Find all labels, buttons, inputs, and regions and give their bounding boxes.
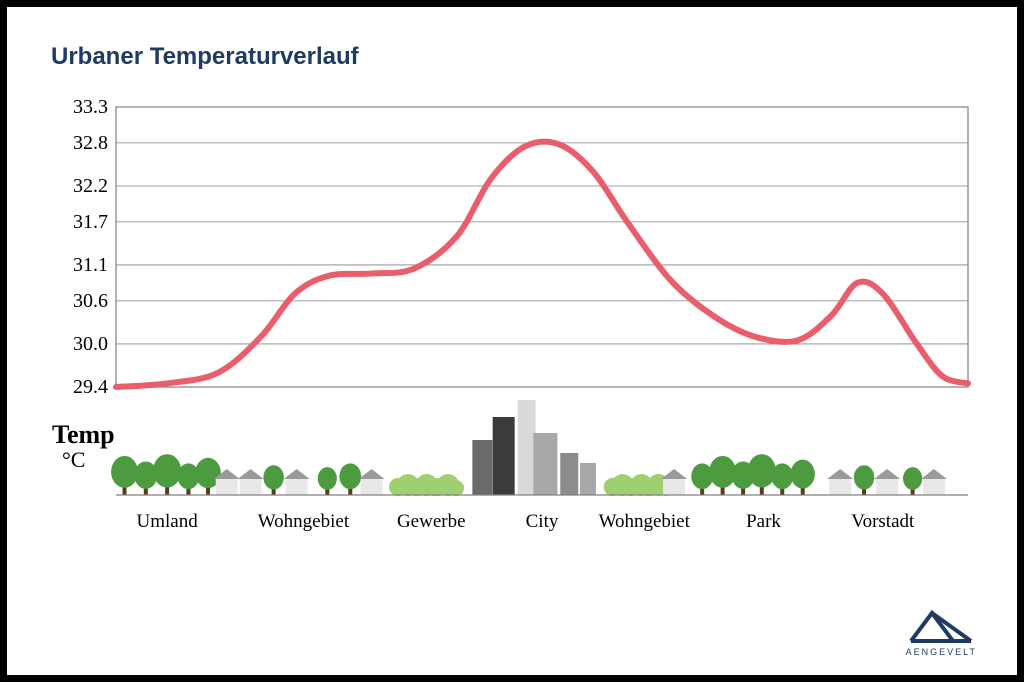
chart-area: Temp °C 29.4 30.0 30.6 31.1 31.7 32.2 32.8 33.3… — [52, 95, 972, 575]
category-label: Park — [746, 511, 781, 533]
chart-frame: Urbaner Temperaturverlauf Temp °C 29.4 30… — [0, 0, 1024, 682]
y-tick-label: 30.6 — [52, 290, 108, 313]
y-axis-unit: °C — [52, 448, 115, 471]
category-label: Vorstadt — [851, 511, 914, 533]
y-tick-label: 32.2 — [52, 175, 108, 198]
category-label: Wohngebiet — [258, 511, 349, 533]
chart-svg — [52, 95, 972, 565]
category-label: Gewerbe — [397, 511, 466, 533]
y-tick-label: 31.7 — [52, 211, 108, 234]
y-tick-label: 31.1 — [52, 254, 108, 277]
category-label: Umland — [137, 511, 198, 533]
brand-logo: AENGEVELT — [906, 607, 977, 657]
y-axis-label-text: Temp — [52, 420, 115, 449]
logo-text: AENGEVELT — [906, 647, 977, 657]
y-axis-label: Temp °C — [52, 421, 115, 471]
y-tick-label: 29.4 — [52, 376, 108, 399]
chart-title: Urbaner Temperaturverlauf — [51, 43, 989, 71]
category-label: Wohngebiet — [599, 511, 690, 533]
y-tick-label: 32.8 — [52, 132, 108, 155]
y-tick-label: 33.3 — [52, 96, 108, 119]
logo-icon — [908, 607, 974, 643]
y-tick-label: 30.0 — [52, 333, 108, 356]
category-label: City — [526, 511, 559, 533]
